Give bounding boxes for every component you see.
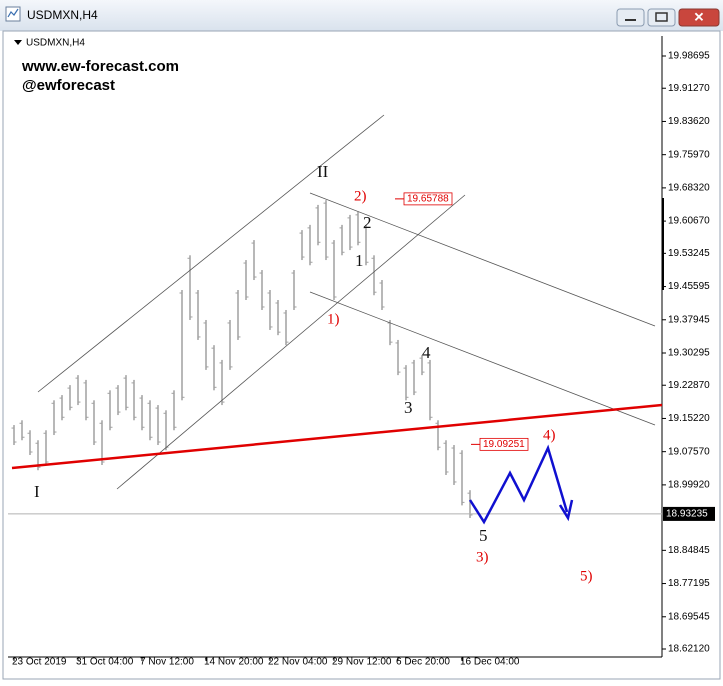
window-buttons[interactable]: ✕: [616, 8, 720, 27]
wave-label-minor: 1): [327, 311, 340, 327]
wave-label-minor: 2): [354, 188, 367, 204]
x-tick-label: 23 Oct 2019: [12, 657, 67, 668]
channel-upper-line: [37, 114, 385, 393]
wave-label: 1: [355, 251, 364, 270]
price-label-box: [403, 192, 453, 206]
close-button[interactable]: [678, 8, 720, 27]
minimize-button[interactable]: [616, 8, 645, 27]
wave-label: 5: [479, 526, 488, 545]
wave-label: 3: [404, 398, 413, 417]
x-tick-label: 6 Dec 20:00: [396, 657, 450, 668]
chart-title: USDMXN,H4: [26, 38, 85, 49]
website-annotation: www.ew-forecast.com: [21, 58, 179, 75]
wave-label: I: [34, 482, 40, 501]
maximize-button[interactable]: [647, 8, 676, 27]
y-tick-label: 19.68320: [668, 183, 710, 194]
y-tick-label: 19.75970: [668, 149, 710, 160]
channel-lower-line: [116, 194, 466, 490]
projection-arrowhead: [558, 499, 574, 522]
y-tick-label: 19.30295: [668, 348, 710, 359]
wave-labels: I II 1 2 3 4 5 1) 2) 3) 4) 5): [34, 162, 593, 585]
y-tick-label: 19.37945: [668, 314, 710, 325]
y-tick-label: 19.07570: [668, 446, 710, 457]
y-tick-label: 18.84845: [668, 545, 710, 556]
close-icon: ✕: [694, 9, 705, 24]
x-tick-label: 7 Nov 12:00: [140, 657, 194, 668]
title-bar: [0, 0, 723, 31]
y-tick-label: 19.22870: [668, 380, 710, 391]
wave-label: II: [317, 162, 329, 181]
handle-annotation: @ewforecast: [22, 77, 115, 94]
symbol-dropdown[interactable]: [14, 40, 22, 45]
y-tick-label: 19.83620: [668, 116, 710, 127]
x-tick-label: 29 Nov 12:00: [332, 657, 392, 668]
y-tick-label: 19.53245: [668, 248, 710, 259]
plot-area: 19.98695 19.91270 19.83620 19.75970 19.68320…: [8, 51, 715, 668]
x-tick-label: 16 Dec 04:00: [460, 657, 520, 668]
y-tick-label: 19.15220: [668, 413, 710, 424]
scroll-marker: [662, 198, 664, 290]
window-icon-graph: [7, 8, 19, 18]
y-tick-label: 19.45595: [668, 281, 710, 292]
price-label: 19.09251: [483, 439, 525, 450]
wave-label-minor: 5): [580, 568, 593, 584]
down-channel-upper-line: [309, 192, 656, 327]
x-tick-label: 22 Nov 04:00: [268, 657, 328, 668]
price-label-box: [479, 437, 529, 451]
wave-label: 4: [422, 343, 431, 362]
wave-label: 2: [363, 213, 372, 232]
current-price-box: [663, 506, 715, 521]
current-price-label: 18.93235: [666, 509, 708, 520]
y-tick-label: 18.77195: [668, 578, 710, 589]
window-title: USDMXN,H4: [27, 8, 98, 22]
projection-path: [468, 444, 569, 525]
maximize-icon: [655, 12, 668, 22]
drawn-objects: [11, 114, 663, 525]
wave-label-minor: 4): [543, 427, 556, 443]
trend-line: [11, 403, 663, 470]
chart-frame: [2, 30, 721, 680]
y-tick-label: 19.98695: [668, 51, 710, 62]
x-tick-label: 14 Nov 20:00: [204, 657, 264, 668]
y-tick-label: 19.60670: [668, 216, 710, 227]
y-tick-label: 18.69545: [668, 611, 710, 622]
x-tick-label: 31 Oct 04:00: [76, 657, 134, 668]
y-tick-label: 18.62120: [668, 644, 710, 655]
down-channel-lower-line: [309, 291, 656, 426]
y-tick-label: 18.99920: [668, 480, 710, 491]
wave-label-minor: 3): [476, 549, 489, 565]
y-tick-label: 19.91270: [668, 83, 710, 94]
price-label: 19.65788: [407, 194, 449, 205]
